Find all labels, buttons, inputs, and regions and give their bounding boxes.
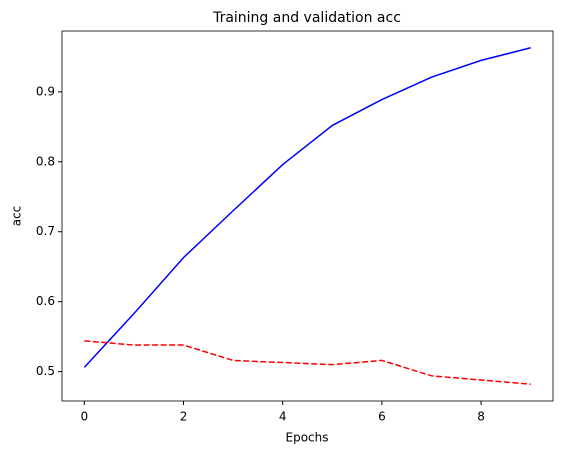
chart-title: Training and validation acc [212, 10, 401, 26]
x-tick-label: 4 [279, 410, 287, 424]
x-tick-label: 6 [378, 410, 386, 424]
line-series [83, 47, 531, 368]
x-tick-label: 2 [180, 410, 188, 424]
x-tick-label: 8 [477, 410, 485, 424]
plot-frame [61, 30, 554, 402]
y-axis-label: acc [10, 206, 24, 227]
x-axis-label: Epochs [286, 431, 329, 445]
y-tick-label: 0.5 [36, 364, 55, 378]
y-tick-label: 0.8 [36, 154, 55, 168]
y-tick-label: 0.9 [36, 84, 55, 98]
y-tick-label: 0.6 [36, 294, 55, 308]
x-tick-label: 0 [80, 410, 88, 424]
y-tick-label: 0.7 [36, 224, 55, 238]
line-series [84, 340, 531, 385]
